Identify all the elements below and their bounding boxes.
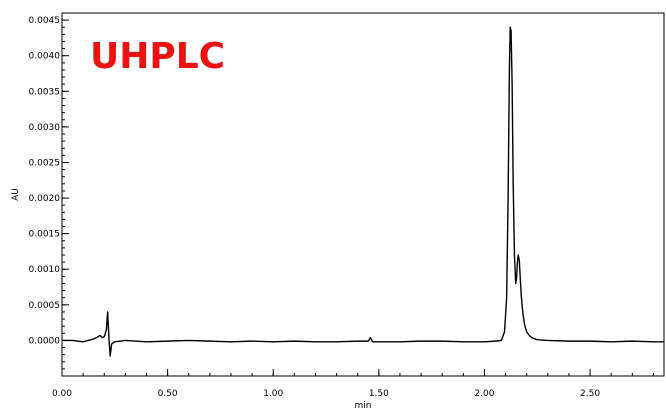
x-tick-label: 2.00 <box>474 389 494 399</box>
x-tick-label: 2.50 <box>580 389 600 399</box>
chromatogram-trace <box>62 26 664 357</box>
y-tick-label: 0.0040 <box>29 52 61 62</box>
y-tick-label: 0.0045 <box>29 16 61 26</box>
y-axis-title: AU <box>11 188 21 201</box>
y-tick-label: 0.0025 <box>29 158 61 168</box>
y-tick-label: 0.0030 <box>29 123 61 133</box>
y-tick-label: 0.0005 <box>29 301 61 311</box>
x-axis-ticks: 0.00 0.50 1.00 1.50 2.00 2.50 <box>52 369 654 399</box>
x-tick-label: 0.50 <box>158 389 178 399</box>
x-tick-label: 1.00 <box>263 389 283 399</box>
y-tick-label: 0.0010 <box>29 265 61 275</box>
y-tick-label: 0.0035 <box>29 87 61 97</box>
y-tick-label: 0.0000 <box>29 336 61 346</box>
x-axis-title: min <box>355 401 372 410</box>
x-tick-label: 1.50 <box>369 389 389 399</box>
uhplc-annotation: UHPLC <box>90 36 225 77</box>
y-tick-label: 0.0015 <box>29 230 61 240</box>
plot-area-frame <box>61 12 665 377</box>
y-axis-ticks: 0.0000 0.0005 0.0010 0.0015 0.0020 0.0025 0.00… <box>29 12 69 377</box>
y-tick-label: 0.0020 <box>29 194 61 204</box>
x-tick-label: 0.00 <box>52 389 72 399</box>
